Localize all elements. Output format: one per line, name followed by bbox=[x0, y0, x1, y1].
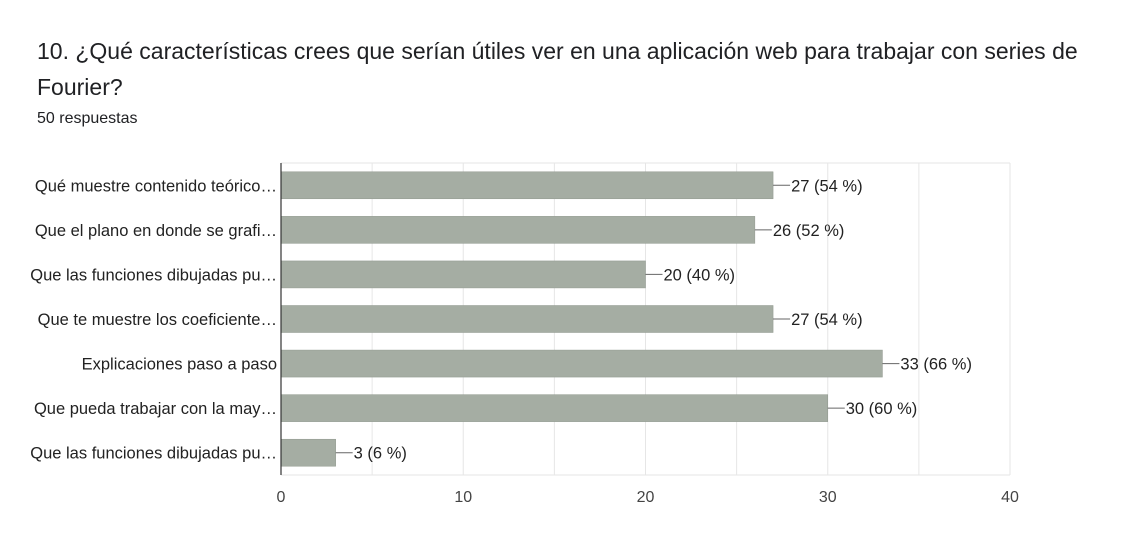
x-tick-label: 0 bbox=[277, 489, 286, 506]
x-tick-label: 40 bbox=[1001, 489, 1019, 506]
x-tick-label: 10 bbox=[454, 489, 472, 506]
bar[interactable] bbox=[280, 349, 883, 378]
category-label: Que las funciones dibujadas pu… bbox=[30, 445, 277, 463]
bars bbox=[280, 171, 883, 467]
bar[interactable] bbox=[280, 260, 646, 289]
category-label: Que pueda trabajar con la may… bbox=[34, 400, 277, 418]
value-label: 30 (60 %) bbox=[846, 400, 918, 418]
bar[interactable] bbox=[280, 171, 774, 200]
value-label: 33 (66 %) bbox=[900, 356, 972, 374]
value-label: 20 (40 %) bbox=[664, 266, 736, 284]
x-tick-label: 30 bbox=[819, 489, 837, 506]
value-label: 27 (54 %) bbox=[791, 311, 863, 329]
category-label: Explicaciones paso a paso bbox=[82, 356, 277, 374]
category-label: Que las funciones dibujadas pu… bbox=[30, 266, 277, 284]
value-label: 26 (52 %) bbox=[773, 222, 845, 240]
category-label: Que te muestre los coeficiente… bbox=[38, 311, 277, 329]
question-title: 10. ¿Qué características crees que sería… bbox=[37, 38, 1078, 100]
labels: 27 (54 %) Qué muestre contenido teórico… 2… bbox=[30, 177, 972, 462]
bar[interactable] bbox=[280, 305, 774, 333]
category-label: Que el plano en donde se grafi… bbox=[35, 222, 277, 240]
bar[interactable] bbox=[280, 216, 756, 244]
value-label: 3 (6 %) bbox=[354, 445, 407, 463]
x-tick-label: 20 bbox=[637, 489, 655, 506]
bar[interactable] bbox=[280, 438, 336, 467]
value-label: 27 (54 %) bbox=[791, 177, 863, 195]
response-count: 50 respuestas bbox=[37, 110, 138, 127]
category-label: Qué muestre contenido teórico… bbox=[35, 177, 277, 195]
bar[interactable] bbox=[280, 394, 828, 422]
axes: 0 10 20 30 40 bbox=[277, 163, 1019, 506]
